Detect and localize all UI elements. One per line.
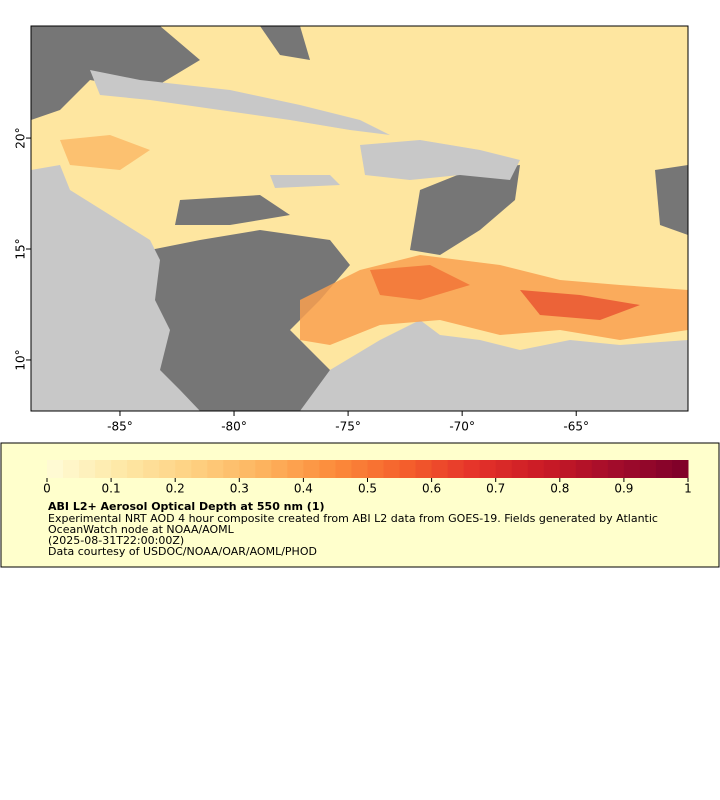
colorbar-tick-label: 0.3 [230, 482, 249, 496]
colorbar-step [207, 460, 224, 478]
colorbar-step [431, 460, 449, 478]
legend-description: OceanWatch node at NOAA/AOML [48, 523, 235, 536]
colorbar-step [319, 460, 336, 478]
colorbar-step [271, 460, 288, 478]
land [270, 175, 340, 188]
land [300, 320, 688, 411]
colorbar-step [95, 460, 112, 478]
colorbar-step [191, 460, 208, 478]
colorbar-step [367, 460, 385, 478]
no-data [31, 26, 200, 120]
colorbar-step [47, 460, 64, 478]
colorbar-tick-label: 0.6 [422, 482, 441, 496]
colorbar-step [223, 460, 240, 478]
no-data [410, 165, 520, 255]
colorbar-tick-label: 0.1 [102, 482, 121, 496]
land [90, 70, 390, 135]
legend-description: (2025-08-31T22:00:00Z) [48, 534, 184, 547]
map-frame [30, 25, 689, 412]
colorbar-step [511, 460, 529, 478]
legend-description: Experimental NRT AOD 4 hour composite cr… [48, 512, 658, 525]
colorbar-step [527, 460, 545, 478]
colorbar-tick-label: 0.7 [486, 482, 505, 496]
x-tick-label: -65° [563, 420, 589, 434]
no-data [150, 230, 350, 411]
x-tick-label: -75° [335, 420, 361, 434]
land [360, 140, 520, 180]
colorbar-tick-label: 0.2 [166, 482, 185, 496]
colorbar-step [415, 460, 433, 478]
colorbar-step [111, 460, 128, 478]
colorbar-step [479, 460, 497, 478]
colorbar-step [575, 460, 593, 478]
colorbar-step [143, 460, 160, 478]
colorbar-step [447, 460, 465, 478]
no-data [175, 195, 290, 225]
colorbar-step [591, 460, 609, 478]
colorbar-step [639, 460, 657, 478]
colorbar-step [351, 460, 368, 478]
colorbar-step [559, 460, 577, 478]
colorbar-tick-label: 0.5 [358, 482, 377, 496]
colorbar-step [239, 460, 256, 478]
colorbar-step [79, 460, 96, 478]
colorbar-step [63, 460, 80, 478]
colorbar-step [287, 460, 304, 478]
map [31, 26, 688, 411]
aerosol-plume [60, 135, 150, 170]
colorbar-step [463, 460, 481, 478]
colorbar-tick-label: 0.9 [614, 482, 633, 496]
colorbar-step [399, 460, 417, 478]
colorbar-step [383, 460, 401, 478]
colorbar-tick-label: 1 [684, 482, 692, 496]
colorbar-step [623, 460, 641, 478]
colorbar-step [655, 460, 673, 478]
legend-credit: Data courtesy of USDOC/NOAA/OAR/AOML/PHO… [48, 545, 317, 558]
colorbar-tick-label: 0.8 [550, 482, 569, 496]
colorbar-step [255, 460, 272, 478]
no-data [260, 26, 310, 60]
x-tick-label: -80° [221, 420, 247, 434]
colorbar-step [671, 460, 689, 478]
legend-title: ABI L2+ Aerosol Optical Depth at 550 nm … [48, 500, 325, 513]
colorbar-step [303, 460, 320, 478]
colorbar-step [127, 460, 144, 478]
colorbar-step [175, 460, 192, 478]
colorbar-step [495, 460, 513, 478]
colorbar-step [159, 460, 176, 478]
colorbar-step [335, 460, 352, 478]
colorbar-tick-label: 0.4 [294, 482, 313, 496]
colorbar-step [543, 460, 561, 478]
land [31, 165, 200, 411]
no-data [655, 165, 688, 235]
x-tick-label: -85° [107, 420, 133, 434]
colorbar-tick-label: 0 [43, 482, 51, 496]
aerosol-plume [520, 290, 640, 320]
y-tick-label: 20° [14, 127, 28, 148]
aerosol-plume [370, 265, 470, 300]
colorbar-step [607, 460, 625, 478]
x-tick-label: -70° [449, 420, 475, 434]
y-tick-label: 15° [14, 238, 28, 259]
y-tick-label: 10° [14, 349, 28, 370]
